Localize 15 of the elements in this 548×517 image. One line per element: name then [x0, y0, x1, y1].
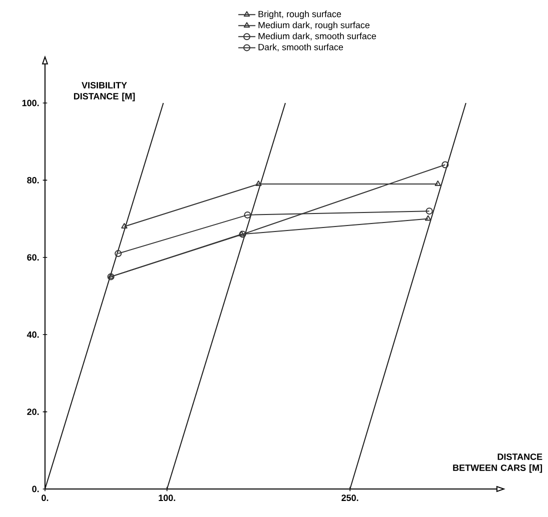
y-tick-label: 60. — [27, 254, 39, 261]
y-tick-label: 40. — [26, 331, 39, 338]
y-tick-label: 100. — [22, 100, 39, 106]
x-tick-label: 0. — [42, 494, 48, 502]
legend-label: Bright, rough surface — [258, 10, 341, 20]
legend-label: Medium dark, rough surface — [258, 22, 370, 30]
x-axis-title: DISTANCE BETWEEN CARS [M] — [453, 454, 542, 473]
y-tick-label: 80. — [27, 177, 39, 184]
y-tick-label: 0. — [32, 486, 39, 492]
legend-label: Medium dark, smooth surface — [258, 32, 376, 40]
y-axis-title: VISIBILITY DISTANCE [M] — [74, 82, 135, 102]
legend-label: Dark, smooth surface — [258, 44, 343, 52]
y-tick-label: 20. — [27, 408, 39, 415]
x-tick-label: 250. — [342, 494, 358, 502]
x-tick-label: 100. — [158, 494, 176, 502]
